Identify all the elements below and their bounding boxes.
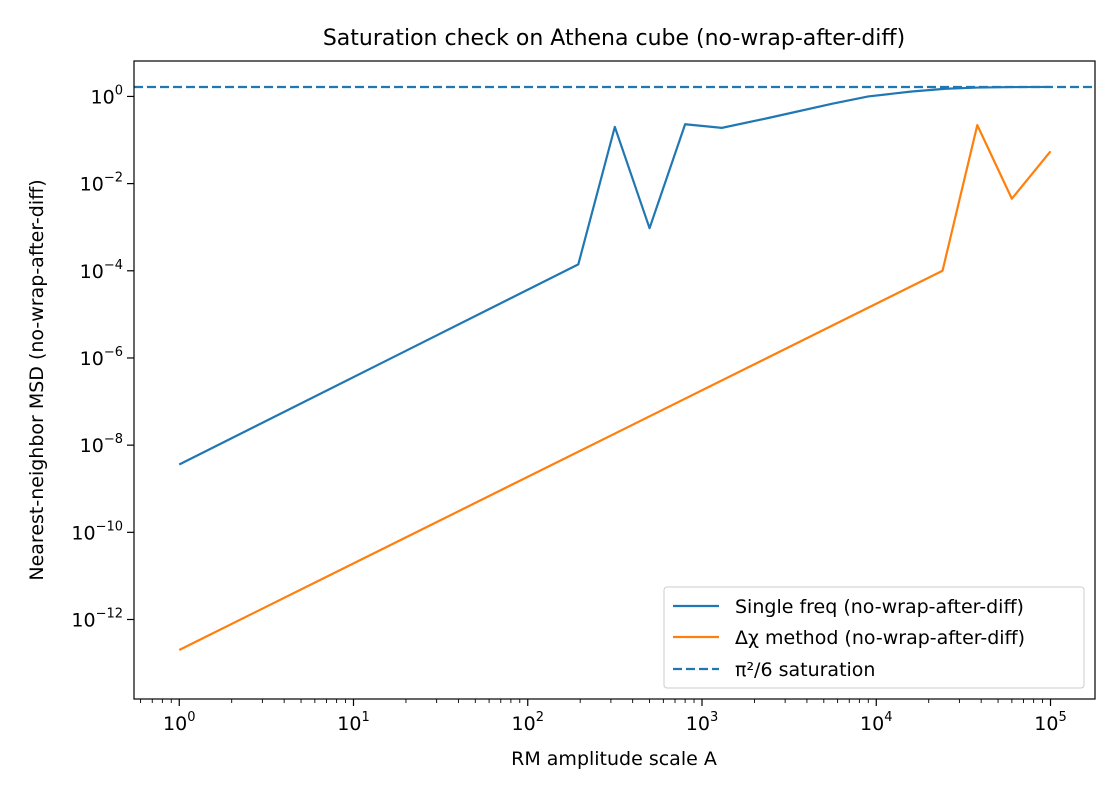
chart-title: Saturation check on Athena cube (no-wrap…: [323, 26, 905, 51]
y-axis: 10−12 10−10 10−8 10−6 10−4 10−2 100: [71, 83, 134, 631]
legend: Single freq (no-wrap-after-diff) Δχ metho…: [663, 586, 1085, 689]
y-tick-label: 10−2: [80, 171, 123, 196]
y-tick-label: 10−12: [71, 606, 123, 631]
x-tick-label: 103: [686, 710, 718, 735]
legend-label-2: Δχ method (no-wrap-after-diff): [735, 627, 1025, 649]
y-tick-label: 10−10: [71, 519, 123, 544]
y-tick-label: 10−8: [80, 432, 123, 457]
y-axis-label: Nearest-neighbor MSD (no-wrap-after-diff…: [26, 179, 48, 580]
legend-label-1: Single freq (no-wrap-after-diff): [735, 596, 1024, 618]
plot-area-frame: [133, 60, 1096, 700]
x-axis-label: RM amplitude scale A: [511, 748, 717, 770]
x-tick-label: 100: [163, 710, 195, 735]
x-axis: 100 101 102 103 104 105: [140, 699, 1067, 735]
x-tick-label: 101: [337, 710, 369, 735]
series-layer: [134, 85, 1095, 651]
legend-box: [663, 586, 1085, 689]
y-tick-label: 100: [91, 83, 123, 108]
x-tick-label: 105: [1034, 710, 1066, 735]
series-line-2: [178, 123, 1052, 651]
legend-label-3: π²/6 saturation: [735, 659, 875, 681]
y-tick-label: 10−6: [80, 345, 123, 370]
y-tick-label: 10−4: [80, 258, 123, 283]
x-tick-label: 104: [860, 710, 892, 735]
x-tick-label: 102: [512, 710, 544, 735]
